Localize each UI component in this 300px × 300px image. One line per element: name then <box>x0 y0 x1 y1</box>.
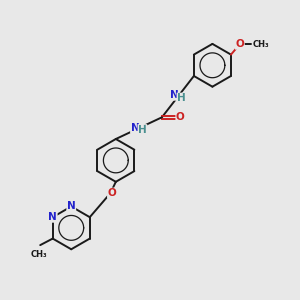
Text: CH₃: CH₃ <box>30 250 47 259</box>
Text: O: O <box>108 188 116 198</box>
Text: O: O <box>176 112 185 122</box>
Text: CH₃: CH₃ <box>253 40 269 49</box>
Text: N: N <box>130 123 140 133</box>
Text: N: N <box>48 212 57 222</box>
Text: N: N <box>67 202 76 212</box>
Text: H: H <box>138 124 147 135</box>
Text: O: O <box>236 39 244 49</box>
Text: N: N <box>170 90 179 100</box>
Text: H: H <box>177 93 186 103</box>
